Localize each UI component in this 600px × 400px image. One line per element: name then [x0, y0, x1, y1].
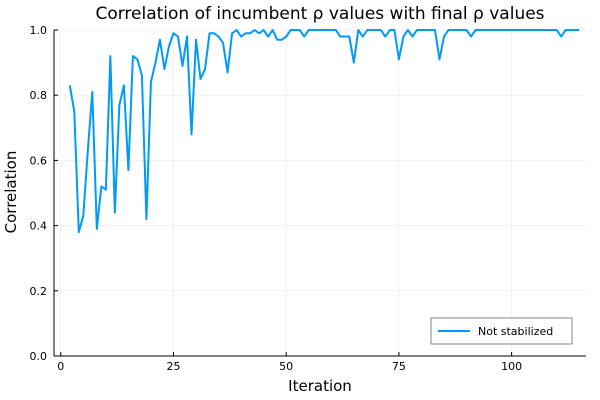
- x-axis-label: Iteration: [288, 377, 352, 395]
- y-axis-label: Correlation: [2, 151, 20, 234]
- x-tick-label: 100: [501, 360, 522, 373]
- legend: Not stabilized: [430, 317, 573, 345]
- x-tick-label: 75: [392, 360, 406, 373]
- y-tick-label: 0.8: [30, 89, 48, 102]
- y-tick-label: 0.0: [30, 350, 48, 363]
- legend-label: Not stabilized: [478, 325, 553, 338]
- series-line: [68, 29, 580, 234]
- axes: [53, 29, 586, 357]
- x-tick-label: 25: [166, 360, 180, 373]
- tick-labels: 0 25 50 75 100 0.0 0.2 0.4 0.6 0.8 1.0: [30, 24, 523, 373]
- y-tick-label: 0.2: [30, 285, 48, 298]
- chart-title: Correlation of incumbent ρ values with f…: [95, 4, 544, 24]
- y-tick-label: 0.4: [30, 220, 48, 233]
- y-tick-label: 0.6: [30, 154, 48, 167]
- y-tick-label: 1.0: [30, 24, 48, 37]
- x-tick-label: 50: [279, 360, 293, 373]
- series-layer: [68, 29, 580, 234]
- x-tick-label: 0: [57, 360, 64, 373]
